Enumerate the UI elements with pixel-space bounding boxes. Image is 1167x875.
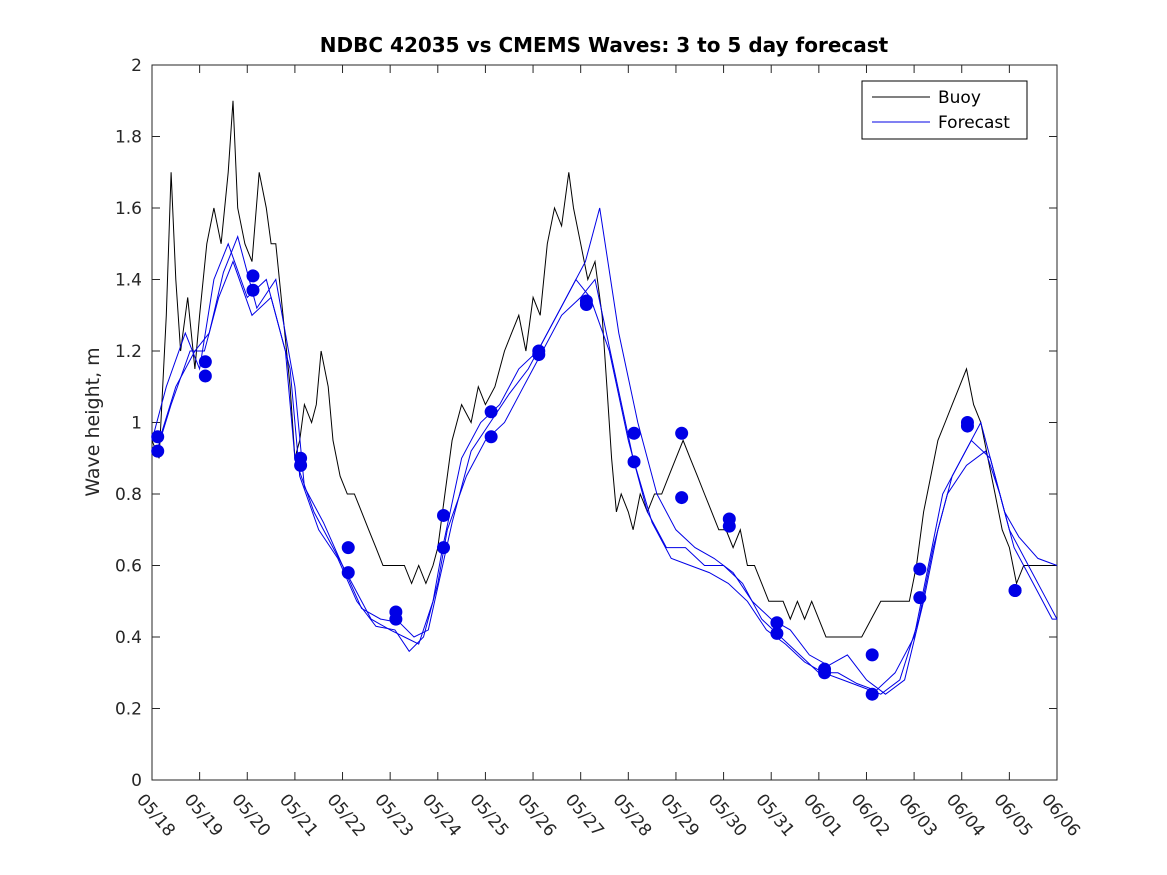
legend-label-buoy: Buoy [938, 88, 981, 108]
y-tick-label: 2 [131, 56, 142, 76]
legend-box [861, 80, 1028, 140]
forecast-marker [675, 491, 689, 505]
forecast-marker [627, 426, 641, 440]
forecast-marker [246, 269, 260, 283]
y-axis-label: Wave height, m [82, 347, 104, 496]
forecast-marker [484, 430, 498, 444]
forecast-marker [151, 444, 165, 458]
forecast-marker [579, 298, 593, 312]
legend-label-forecast: Forecast [938, 113, 1010, 133]
forecast-marker [389, 612, 403, 626]
forecast-marker [151, 430, 165, 444]
forecast-marker [913, 562, 927, 576]
chart-title: NDBC 42035 vs CMEMS Waves: 3 to 5 day fo… [320, 33, 889, 57]
forecast-marker [770, 626, 784, 640]
y-tick-label: 1 [131, 414, 142, 434]
forecast-marker [341, 541, 355, 555]
axes-box [151, 64, 1058, 781]
forecast-line [161, 207, 1058, 695]
forecast-marker [532, 348, 546, 362]
forecast-marker [675, 426, 689, 440]
forecast-marker [341, 566, 355, 580]
legend: Buoy Forecast [861, 80, 1028, 140]
y-tick-label: 1.2 [115, 342, 142, 362]
forecast-marker [1008, 584, 1022, 598]
forecast-marker [913, 591, 927, 605]
forecast-marker [865, 687, 879, 701]
forecast-marker [865, 648, 879, 662]
forecast-marker [246, 283, 260, 297]
forecast-marker [770, 616, 784, 630]
y-tick-label: 0 [131, 771, 142, 791]
forecast-marker [437, 508, 451, 522]
y-axis: 0 0.2 0.4 0.6 0.8 1 1.2 1.4 1.6 1.8 2 [115, 56, 1057, 791]
y-tick-label: 1.4 [115, 271, 142, 291]
forecast-marker [198, 355, 212, 369]
y-tick-label: 0.4 [115, 628, 142, 648]
y-tick-label: 0.8 [115, 485, 142, 505]
y-tick-label: 1.8 [115, 128, 142, 148]
y-tick-label: 0.2 [115, 700, 142, 720]
plot-area [151, 64, 1058, 781]
buoy-line [151, 100, 1057, 638]
y-tick-label: 0.6 [115, 557, 142, 577]
y-tick-label: 1.6 [115, 199, 142, 219]
marker-layer [151, 269, 1022, 701]
forecast-marker [437, 541, 451, 555]
forecast-marker [484, 405, 498, 419]
forecast-marker [960, 419, 974, 433]
forecast-marker [294, 458, 308, 472]
forecast-marker [198, 369, 212, 383]
forecast-marker [818, 666, 832, 680]
forecast-marker [627, 455, 641, 469]
forecast-marker [722, 519, 736, 533]
